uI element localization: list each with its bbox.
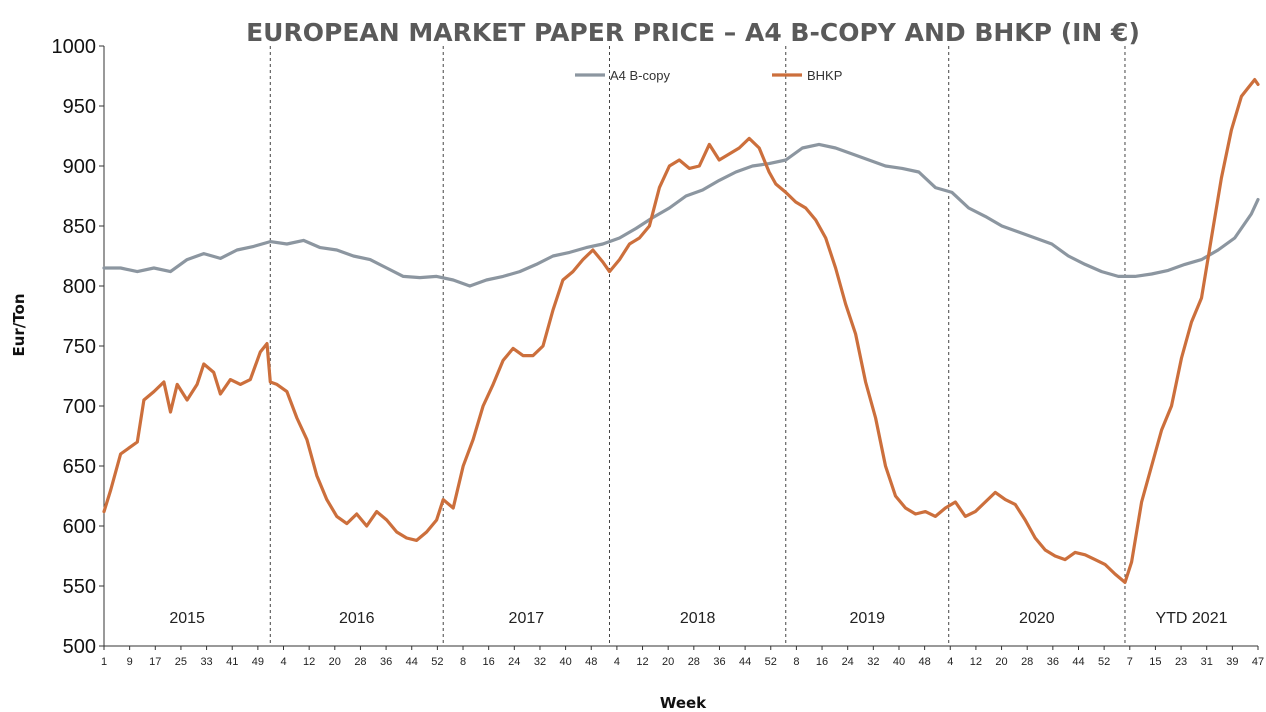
x-tick-label: 49: [252, 656, 264, 668]
x-tick-label: 36: [380, 656, 392, 668]
year-label: 2017: [509, 610, 545, 627]
x-tick-label: 20: [995, 656, 1007, 668]
x-tick-label: 1: [101, 656, 107, 668]
x-tick-label: 52: [1098, 656, 1110, 668]
y-tick-label: 650: [63, 456, 96, 478]
y-tick-label: 550: [63, 576, 96, 598]
y-axis-label: Eur/Ton: [10, 293, 28, 356]
x-tick-label: 44: [406, 656, 418, 668]
x-tick-label: 40: [893, 656, 905, 668]
x-tick-label: 48: [918, 656, 930, 668]
x-tick-label: 47: [1252, 656, 1264, 668]
x-tick-label: 25: [175, 656, 187, 668]
legend-label-a4-b-copy: A4 B-copy: [610, 68, 670, 83]
x-tick-label: 36: [1047, 656, 1059, 668]
y-tick-label: 600: [63, 516, 96, 538]
year-label: 2019: [849, 610, 885, 627]
series-lines: [102, 78, 1260, 584]
series-line-bhkp: [102, 78, 1260, 584]
year-label: 2016: [339, 610, 375, 627]
x-tick-label: 7: [1127, 656, 1133, 668]
x-tick-label: 9: [127, 656, 133, 668]
x-tick-label: 16: [483, 656, 495, 668]
x-tick-label: 41: [226, 656, 238, 668]
y-tick-label: 500: [63, 636, 96, 658]
x-tick-label: 8: [460, 656, 466, 668]
legend-label-bhkp: BHKP: [807, 68, 842, 83]
x-tick-label: 40: [559, 656, 571, 668]
x-tick-label: 20: [662, 656, 674, 668]
x-tick-label: 33: [200, 656, 212, 668]
x-tick-label: 32: [534, 656, 546, 668]
x-tick-label: 23: [1175, 656, 1187, 668]
y-tick-label: 700: [63, 396, 96, 418]
x-tick-label: 28: [354, 656, 366, 668]
x-tick-label: 48: [585, 656, 597, 668]
x-tick-label: 4: [947, 656, 953, 668]
year-label: YTD 2021: [1155, 610, 1227, 627]
year-label: 2015: [169, 610, 205, 627]
x-tick-label: 52: [765, 656, 777, 668]
x-tick-label: 16: [816, 656, 828, 668]
x-tick-label: 17: [149, 656, 161, 668]
x-tick-label: 4: [280, 656, 286, 668]
x-tick-label: 4: [614, 656, 620, 668]
x-tick-label: 12: [303, 656, 315, 668]
x-tick-label: 20: [329, 656, 341, 668]
y-tick-label: 900: [63, 156, 96, 178]
x-tick-label: 12: [970, 656, 982, 668]
year-dividers: 2015 2016 2017 2018 2019 2020 YTD 2021: [169, 46, 1228, 646]
y-tick-label: 850: [63, 216, 96, 238]
x-tick-label: 52: [431, 656, 443, 668]
y-axis-ticks: 500 550 600 650 700 750 800 850 900 950 1000: [52, 36, 104, 658]
x-tick-label: 36: [713, 656, 725, 668]
year-label: 2018: [680, 610, 716, 627]
x-tick-label: 15: [1149, 656, 1161, 668]
x-tick-label: 28: [688, 656, 700, 668]
year-label: 2020: [1019, 610, 1055, 627]
x-axis-label: Week: [660, 694, 707, 712]
x-tick-label: 8: [793, 656, 799, 668]
x-tick-label: 24: [842, 656, 854, 668]
x-tick-label: 44: [1072, 656, 1084, 668]
plot-frame: [103, 46, 1258, 647]
x-tick-label: 12: [636, 656, 648, 668]
chart-title: EUROPEAN MARKET PAPER PRICE – A4 B-COPY …: [246, 18, 1140, 47]
x-tick-label: 28: [1021, 656, 1033, 668]
x-tick-label: 39: [1226, 656, 1238, 668]
y-tick-label: 800: [63, 276, 96, 298]
x-tick-label: 24: [508, 656, 520, 668]
y-tick-label: 750: [63, 336, 96, 358]
x-axis-ticks: 1 9 17 25 33 41 49 4 12 20 28 36 44 52 8 16 24 32 40 48 4 12 2…: [101, 646, 1264, 668]
x-tick-label: 44: [739, 656, 751, 668]
y-tick-label: 1000: [52, 36, 97, 58]
x-tick-label: 32: [867, 656, 879, 668]
x-tick-label: 31: [1201, 656, 1213, 668]
series-line-a4-b-copy: [102, 142, 1260, 288]
legend: A4 B-copy BHKP: [575, 68, 842, 83]
y-tick-label: 950: [63, 96, 96, 118]
